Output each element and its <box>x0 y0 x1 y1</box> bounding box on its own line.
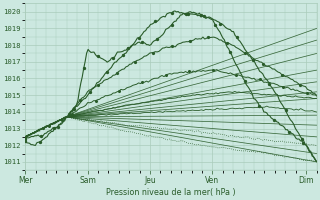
X-axis label: Pression niveau de la mer( hPa ): Pression niveau de la mer( hPa ) <box>106 188 236 197</box>
